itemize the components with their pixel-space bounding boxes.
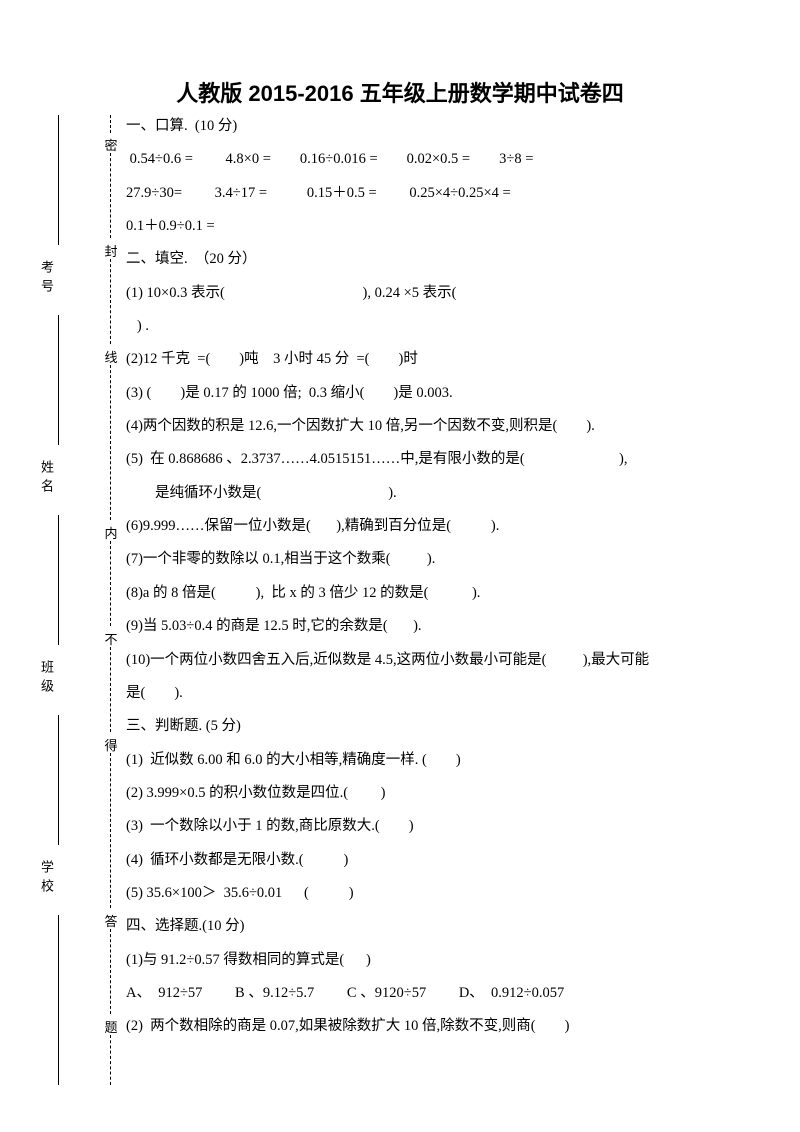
side-line-seg bbox=[58, 515, 59, 645]
side-label-examno: 考号 bbox=[40, 260, 56, 298]
seal-char: 封 bbox=[104, 241, 118, 260]
seal-char: 得 bbox=[104, 735, 118, 754]
judge-q4: (4) 循环小数都是无限小数.( ) bbox=[126, 844, 766, 877]
side-line-seg bbox=[58, 315, 59, 445]
judge-q3: (3) 一个数除以小于 1 的数,商比原数大.( ) bbox=[126, 810, 766, 843]
fill-q5-b: 是纯循环小数是( ). bbox=[126, 477, 766, 510]
fill-q5-a: (5) 在 0.868686 、2.3737……4.0515151……中,是有限… bbox=[126, 443, 766, 476]
side-label-class: 班级 bbox=[40, 660, 56, 698]
judge-q2: (2) 3.999×0.5 的积小数位数是四位.( ) bbox=[126, 777, 766, 810]
fill-q1-a: (1) 10×0.3 表示( ), 0.24 ×5 表示( bbox=[126, 277, 766, 310]
side-line-seg bbox=[58, 915, 59, 1085]
side-line-seg bbox=[58, 115, 59, 245]
seal-char: 线 bbox=[104, 347, 118, 366]
section-3-heading: 三、判断题. (5 分) bbox=[126, 710, 766, 743]
fill-q10-b: 是( ). bbox=[126, 677, 766, 710]
fill-q2: (2)12 千克 =( )吨 3 小时 45 分 =( )时 bbox=[126, 343, 766, 376]
fill-q7: (7)一个非零的数除以 0.1,相当于这个数乘( ). bbox=[126, 543, 766, 576]
side-label-school: 学校 bbox=[40, 860, 56, 898]
section-1-heading: 一、口算. (10 分) bbox=[126, 110, 766, 143]
seal-char: 密 bbox=[104, 135, 118, 154]
mental-math-line-2: 27.9÷30= 3.4÷17 = 0.15＋0.5 = 0.25×4÷0.25… bbox=[126, 177, 766, 210]
side-label-name: 姓名 bbox=[40, 460, 56, 498]
exam-content: 一、口算. (10 分) 0.54÷0.6 = 4.8×0 = 0.16÷0.0… bbox=[126, 110, 766, 1044]
fill-q1-b: ) . bbox=[126, 310, 766, 343]
seal-char: 不 bbox=[104, 629, 118, 648]
choice-q1: (1)与 91.2÷0.57 得数相同的算式是( ) bbox=[126, 944, 766, 977]
binding-sidebar: 考号 姓名 班级 学校 密 封 线 内 不 得 答 题 bbox=[40, 115, 120, 1095]
seal-char: 答 bbox=[104, 911, 118, 930]
fill-q10-a: (10)一个两位小数四舍五入后,近似数是 4.5,这两位小数最小可能是( ),最… bbox=[126, 644, 766, 677]
fill-q9: (9)当 5.03÷0.4 的商是 12.5 时,它的余数是( ). bbox=[126, 610, 766, 643]
judge-q5: (5) 35.6×100＞ 35.6÷0.01 ( ) bbox=[126, 877, 766, 910]
choice-q2: (2) 两个数相除的商是 0.07,如果被除数扩大 10 倍,除数不变,则商( … bbox=[126, 1010, 766, 1043]
fill-q8: (8)a 的 8 倍是( ), 比 x 的 3 倍少 12 的数是( ). bbox=[126, 577, 766, 610]
section-4-heading: 四、选择题.(10 分) bbox=[126, 910, 766, 943]
exam-page: 人教版 2015-2016 五年级上册数学期中试卷四 一、口算. (10 分) … bbox=[0, 0, 800, 1132]
page-title: 人教版 2015-2016 五年级上册数学期中试卷四 bbox=[0, 76, 800, 108]
fill-q4: (4)两个因数的积是 12.6,一个因数扩大 10 倍,另一个因数不变,则积是(… bbox=[126, 410, 766, 443]
mental-math-line-1: 0.54÷0.6 = 4.8×0 = 0.16÷0.016 = 0.02×0.5… bbox=[126, 143, 766, 176]
mental-math-line-3: 0.1＋0.9÷0.1 = bbox=[126, 210, 766, 243]
judge-q1: (1) 近似数 6.00 和 6.0 的大小相等,精确度一样. ( ) bbox=[126, 744, 766, 777]
choice-q1-options: A、 912÷57 B 、9.12÷5.7 C 、9120÷57 D、 0.91… bbox=[126, 977, 766, 1010]
section-2-heading: 二、填空. （20 分） bbox=[126, 243, 766, 276]
seal-char: 题 bbox=[104, 1017, 118, 1036]
fill-q3: (3) ( )是 0.17 的 1000 倍; 0.3 缩小( )是 0.003… bbox=[126, 377, 766, 410]
fill-q6: (6)9.999……保留一位小数是( ),精确到百分位是( ). bbox=[126, 510, 766, 543]
seal-char: 内 bbox=[104, 523, 118, 542]
side-line-seg bbox=[58, 715, 59, 845]
